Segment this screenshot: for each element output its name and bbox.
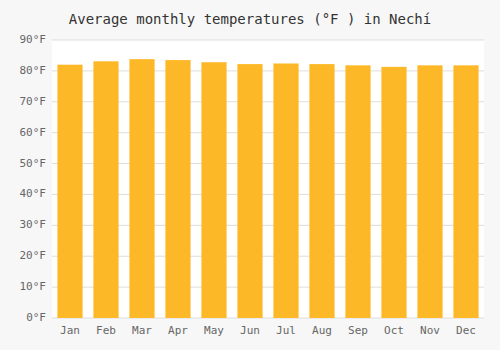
bar — [129, 59, 154, 318]
chart: 0°F 10°F 20°F 30°F 40°F 50°F 60°F 70°F 80°F 90°F J… — [0, 0, 500, 350]
y-tick-label: 80°F — [20, 64, 47, 77]
y-tick-label: 0°F — [26, 311, 46, 324]
x-tick-label: Feb — [96, 324, 116, 337]
x-tick-label: Mar — [132, 324, 152, 337]
chart-container: 0°F 10°F 20°F 30°F 40°F 50°F 60°F 70°F 80°F 90°F J… — [0, 0, 500, 350]
plot-area — [52, 40, 484, 318]
y-tick-label: 90°F — [20, 33, 47, 46]
x-tick-label: Sep — [348, 324, 368, 337]
page: {"chart_data": {"type": "bar", "title": … — [0, 0, 500, 350]
title: Average monthly temperatures (°F ) in Ne… — [69, 11, 431, 27]
x-tick-label: Jul — [276, 324, 296, 337]
bar — [57, 65, 82, 318]
x-tick-label: Apr — [168, 324, 188, 337]
x-tick-label: Jan — [60, 324, 80, 337]
x-axis: Jan Feb Mar Apr May Jun Jul Aug Sep Oct Nov Dec — [60, 324, 476, 337]
y-tick-label: 20°F — [20, 249, 47, 262]
bar — [93, 61, 118, 318]
x-tick-label: Aug — [312, 324, 332, 337]
x-tick-label: Oct — [384, 324, 404, 337]
y-axis: 0°F 10°F 20°F 30°F 40°F 50°F 60°F 70°F 80°F 90°F — [20, 33, 485, 324]
y-tick-label: 60°F — [20, 126, 47, 139]
grid-line — [52, 40, 484, 41]
bar — [381, 67, 406, 318]
y-tick-label: 70°F — [20, 95, 47, 108]
bar — [345, 65, 370, 318]
x-tick-label: May — [204, 324, 224, 337]
bar — [165, 60, 190, 318]
x-tick-label: Dec — [456, 324, 476, 337]
bar — [453, 65, 478, 318]
y-tick-label: 30°F — [20, 218, 47, 231]
bar — [417, 65, 442, 318]
bar — [273, 63, 298, 318]
bar — [237, 64, 262, 318]
y-tick-label: 50°F — [20, 157, 47, 170]
y-tick-label: 40°F — [20, 187, 47, 200]
bar — [201, 62, 226, 318]
bars — [57, 59, 478, 318]
bar — [309, 64, 334, 318]
x-tick-label: Jun — [240, 324, 260, 337]
y-tick-label: 10°F — [20, 280, 47, 293]
x-tick-label: Nov — [420, 324, 440, 337]
